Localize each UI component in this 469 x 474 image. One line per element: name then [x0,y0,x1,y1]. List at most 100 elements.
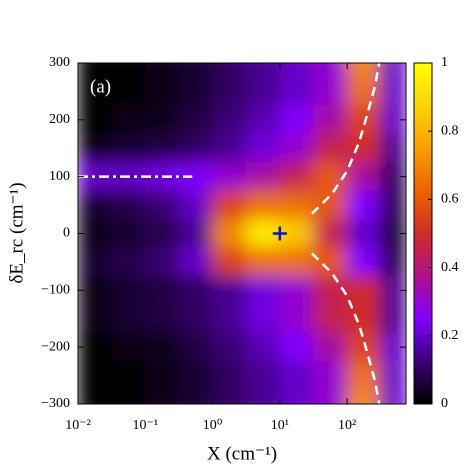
heat-cell [312,304,348,334]
colorbar-tick-label: 0.8 [441,123,459,138]
heat-cell [144,332,180,362]
heat-cell [312,63,348,78]
y-tick-label: −300 [41,396,70,411]
heat-cell [312,275,348,306]
heat-cell [212,133,247,163]
heat-cell [346,133,382,163]
heat-cell [279,161,314,192]
heat-cell [212,161,247,192]
heat-cell [245,389,281,404]
marker [272,226,287,241]
y-tick-label: −200 [41,339,70,354]
heat-cell [178,389,214,404]
colorbar-tick-label: 0.4 [441,260,459,275]
x-tick-label: 10⁰ [203,418,223,433]
heat-cell [144,76,180,107]
heat-cell [78,190,113,220]
heat-cell [178,63,214,78]
heat-cell [312,76,348,107]
overlay [78,63,381,404]
heat-cell [279,133,314,163]
heat-cell [346,218,382,249]
heat-cell [380,63,406,78]
colorbar-tick-label: 0.2 [441,328,459,343]
heat-cell [212,389,247,404]
heat-cell [178,304,214,334]
heat-cell [279,105,314,135]
panel-label: (a) [90,76,111,97]
heat-cell [111,190,146,220]
heat-cell [312,133,348,163]
heat-cell [245,332,281,362]
heat-cell [380,360,406,391]
heat-cell [212,360,247,391]
x-axis-label: X (cm⁻¹) [207,443,277,464]
heat-cell [144,105,180,135]
heat-cell [312,332,348,362]
y-tick-label: 300 [49,55,70,70]
heat-cell [212,332,247,362]
heat-cell [144,247,180,277]
heat-cell [111,133,146,163]
heat-cell [212,190,247,220]
heat-cell [312,389,348,404]
heat-cell [245,304,281,334]
heat-cell [312,247,348,277]
heat-cell [212,304,247,334]
heat-cell [144,218,180,249]
heat-cell [144,360,180,391]
heat-cell [212,105,247,135]
heat-cell [78,360,113,391]
heat-cell [144,304,180,334]
heat-cell [346,275,382,306]
heat-cell [279,304,314,334]
y-tick-label: 200 [49,112,70,127]
x-tick-label: 10² [338,418,356,433]
heat-cell [178,76,214,107]
heat-cell [78,304,113,334]
heatmap [78,63,406,404]
heat-cell [245,360,281,391]
y-tick-label: −100 [41,283,70,298]
heat-cell [212,247,247,277]
heat-cell [144,389,180,404]
heat-cell [279,389,314,404]
colorbar [413,62,433,405]
heat-cell [178,133,214,163]
heat-cell [178,332,214,362]
heat-cell [111,63,146,78]
heat-cell [178,105,214,135]
heat-cell [279,275,314,306]
heat-cell [346,76,382,107]
heat-cell [380,133,406,163]
heat-cell [78,76,113,107]
colorbar-tick-label: 0.6 [441,192,459,207]
heat-cell [380,389,406,404]
heat-cell [245,133,281,163]
y-tick-label: 100 [49,169,70,184]
heat-cell [380,190,406,220]
heat-cell [111,76,146,107]
heat-cell [346,332,382,362]
x-tick-label: 10¹ [271,418,289,433]
heat-cell [78,247,113,277]
heat-cell [245,105,281,135]
heat-cell [279,190,314,220]
heat-cell [78,389,113,404]
heat-cell [380,304,406,334]
heat-cell [144,133,180,163]
heat-cell [312,190,348,220]
heat-cell [111,304,146,334]
heat-cell [212,275,247,306]
heat-cell [346,190,382,220]
y-tick-label: 0 [63,226,70,241]
heat-cell [144,190,180,220]
colorbar-tick-label: 1 [441,55,448,70]
heat-cell [178,247,214,277]
heat-cell [178,360,214,391]
heat-cell [279,63,314,78]
heat-cell [178,190,214,220]
heat-cell [346,105,382,135]
heatmap-cells [78,63,406,404]
